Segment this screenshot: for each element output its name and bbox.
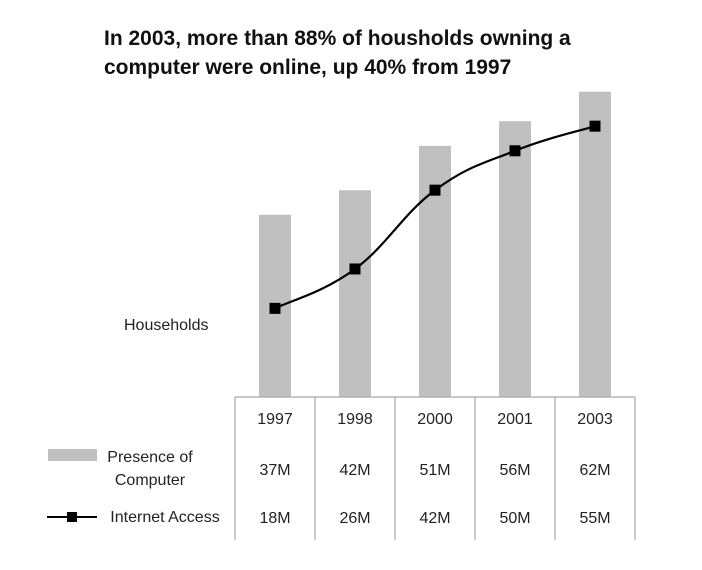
marker-2003 xyxy=(589,120,601,132)
internet-value-2001: 50M xyxy=(499,510,530,527)
computer-value-1997: 37M xyxy=(259,462,290,479)
bar-series xyxy=(259,91,611,398)
computer-value-2000: 51M xyxy=(419,462,450,479)
marker-2001 xyxy=(509,145,521,157)
legend-label-internet: Internet Access xyxy=(110,509,219,526)
line-series xyxy=(269,120,601,314)
computer-value-1998: 42M xyxy=(339,462,370,479)
category-label-2000: 2000 xyxy=(417,411,453,428)
legend: Presence of Computer Internet Access xyxy=(47,449,220,526)
computer-value-2003: 62M xyxy=(579,462,610,479)
chart-title-line-2: computer were online, up 40% from 1997 xyxy=(104,56,511,79)
internet-value-2000: 42M xyxy=(419,510,450,527)
legend-swatch-computer xyxy=(48,449,97,461)
bar-2003 xyxy=(579,91,611,398)
bar-1998 xyxy=(339,190,371,397)
internet-value-2003: 55M xyxy=(579,510,610,527)
data-table-grid xyxy=(234,396,636,540)
computer-value-2001: 56M xyxy=(499,462,530,479)
bar-2001 xyxy=(499,121,531,397)
marker-1997 xyxy=(269,302,281,314)
legend-swatch-internet-marker xyxy=(67,512,77,522)
category-label-1997: 1997 xyxy=(257,411,293,428)
marker-1998 xyxy=(349,263,361,275)
chart-title-line-1: In 2003, more than 88% of housholds owni… xyxy=(104,27,571,50)
internet-value-1997: 18M xyxy=(259,510,290,527)
category-label-1998: 1998 xyxy=(337,411,373,428)
data-table: 1997 37M 18M 1998 42M 26M 2000 51M 42M 2001 56M 50M… xyxy=(257,411,613,527)
legend-label-computer-line-1: Presence of xyxy=(107,449,193,466)
category-label-2003: 2003 xyxy=(577,411,613,428)
category-label-2001: 2001 xyxy=(497,411,533,428)
internet-value-1998: 26M xyxy=(339,510,370,527)
y-axis-label: Households xyxy=(124,317,209,334)
legend-label-computer-line-2: Computer xyxy=(115,472,186,489)
marker-2000 xyxy=(429,184,441,196)
